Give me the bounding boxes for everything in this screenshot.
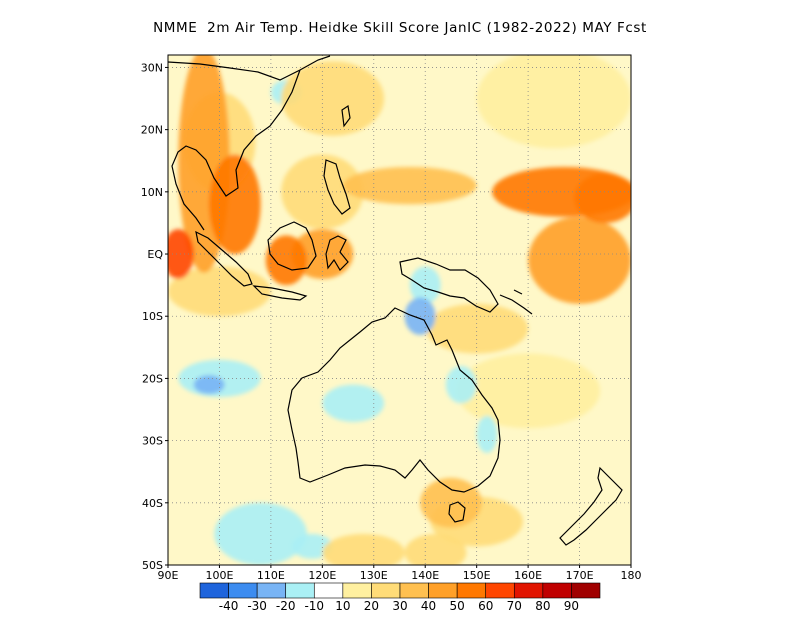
lon-tick-label: 180: [621, 569, 642, 582]
colorbar-label: 70: [507, 599, 522, 613]
colorbar-swatch: [456, 582, 487, 599]
skill-blob-28: [574, 173, 631, 223]
skill-blob-3: [456, 353, 601, 429]
lon-tick-label: 100E: [205, 569, 233, 582]
skill-blob-17: [193, 375, 225, 394]
lon-tick-label: 130E: [360, 569, 388, 582]
lon-tick-label: 140E: [411, 569, 439, 582]
lon-tick-label: 160E: [514, 569, 542, 582]
skill-blob-15: [281, 61, 385, 136]
colorbar-label: -30: [247, 599, 267, 613]
colorbar-swatch: [313, 582, 344, 599]
lat-tick-label: 50S: [142, 559, 163, 572]
sulawesi-coastline: [325, 235, 349, 271]
colorbar-label: 90: [564, 599, 579, 613]
colorbar-swatch: [342, 582, 372, 599]
lon-tick-label: 90E: [158, 569, 179, 582]
lon-tick-label: 120E: [308, 569, 336, 582]
skill-blob-9: [322, 533, 405, 565]
taiwan-coastline: [341, 104, 351, 128]
colorbar-label: 10: [335, 599, 350, 613]
lon-tick-label: 110E: [257, 569, 285, 582]
colorbar-label: -10: [304, 599, 324, 613]
philippines-coastline: [323, 159, 351, 215]
plot-frame: [167, 54, 632, 566]
sumatra-coastline: [195, 230, 253, 287]
australia-coastline: [287, 307, 501, 493]
colorbar-swatch: [571, 582, 601, 599]
lat-tick-label: 30N: [141, 61, 163, 74]
colorbar-swatch: [199, 582, 229, 599]
lat-tick-label: 20S: [142, 372, 163, 385]
lat-tick-label: 10N: [141, 186, 163, 199]
skill-score-field: [168, 55, 631, 565]
solomon-islands-coastline: [499, 289, 533, 315]
skill-blob-24: [528, 216, 631, 304]
colorbar-swatch: [285, 582, 315, 599]
colorbar: -40 -30 -20 -10 10 20 30 40 50 60 70 80 90: [199, 582, 601, 613]
colorbar-label: -40: [219, 599, 239, 613]
colorbar-swatch: [228, 582, 258, 599]
skill-blob-20: [342, 166, 477, 205]
new-zealand-coastline: [559, 466, 623, 546]
new-guinea-coastline: [399, 257, 499, 313]
skill-blob-4: [445, 365, 477, 404]
coastlines: [168, 55, 623, 546]
lat-tick-label: 20N: [141, 124, 163, 137]
colorbar-label: 80: [535, 599, 550, 613]
lat-tick-label: 10S: [142, 310, 163, 323]
map-title: NMME 2m Air Temp. Heidke Skill Score Jan…: [153, 20, 647, 36]
lon-tick-label: 150E: [463, 569, 491, 582]
colorbar-swatch: [428, 582, 458, 599]
colorbar-label: 50: [450, 599, 465, 613]
skill-blob-6: [214, 502, 307, 565]
lon-tick-label: 170E: [566, 569, 594, 582]
colorbar-swatch: [256, 582, 287, 599]
colorbar-label: -20: [276, 599, 296, 613]
colorbar-swatch: [485, 582, 515, 599]
skill-blob-10: [409, 266, 441, 304]
latitude-axis: 30N 20N 10N EQ 10S 20S 30S 40S 50S: [141, 61, 168, 572]
colorbar-swatch: [371, 582, 401, 599]
borneo-coastline: [267, 221, 317, 271]
mainland-asia-coastline: [168, 55, 331, 231]
lat-tick-label: EQ: [147, 248, 163, 261]
skill-blob-26: [265, 235, 307, 286]
longitude-axis: 90E 100E 110E 120E 130E 140E 150E 160E 170E 180: [158, 565, 642, 582]
graticule: [168, 55, 631, 565]
skill-blob-2: [322, 384, 385, 422]
colorbar-swatch: [542, 582, 572, 599]
colorbar-label: 30: [392, 599, 407, 613]
colorbar-label: 60: [478, 599, 493, 613]
skill-blob-14: [425, 303, 529, 354]
skill-blob-7: [476, 55, 631, 149]
skill-blob-25: [209, 154, 261, 255]
colorbar-label: 20: [364, 599, 379, 613]
skill-blob-8: [476, 415, 498, 454]
colorbar-swatch: [513, 582, 544, 599]
lat-tick-label: 40S: [142, 497, 163, 510]
java-coastline: [252, 285, 308, 301]
colorbar-swatch: [399, 582, 429, 599]
lat-tick-label: 30S: [142, 435, 163, 448]
tasmania-coastline: [448, 501, 466, 523]
colorbar-label: 40: [421, 599, 436, 613]
